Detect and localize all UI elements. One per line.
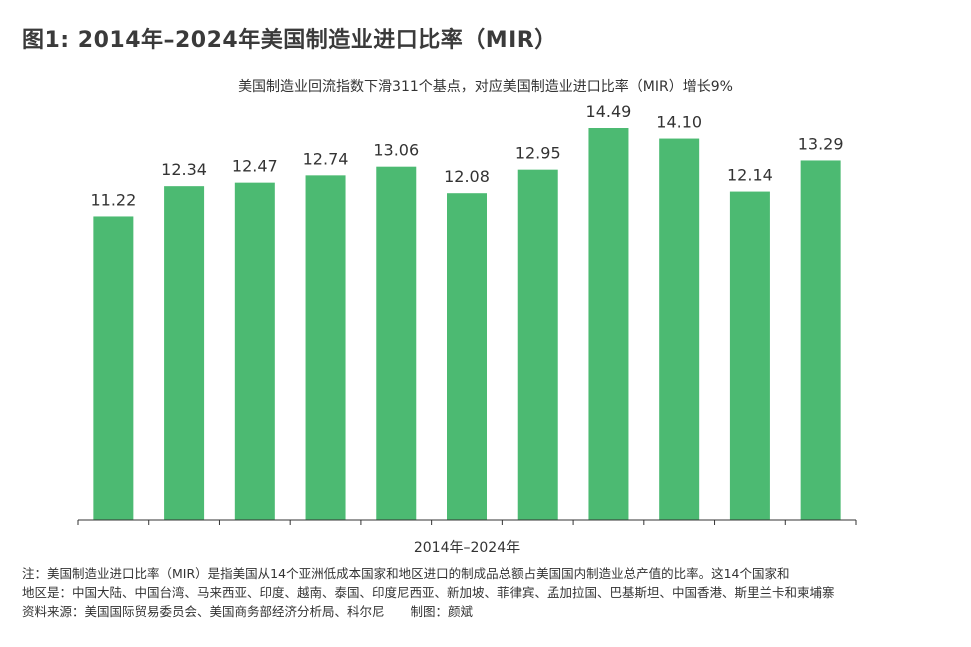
bar-2021 (588, 128, 629, 520)
chart-subtitle: 美国制造业回流指数下滑311个基点，对应美国制造业进口比率（MIR）增长9% (238, 79, 733, 95)
source-line: 资料来源：美国国际贸易委员会、美国商务部经济分析局、科尔尼 制图：颜斌 (22, 602, 952, 621)
bar-2020 (517, 169, 558, 520)
bar-2017 (305, 175, 346, 520)
credit-text: 制图：颜斌 (410, 604, 474, 619)
bar-chart: 11.22 12.34 12.47 12.74 13.06 12.08 12.95 14.49… (77, 102, 857, 556)
data-label-2017: 12.74 (303, 149, 349, 168)
note-line-1: 注：美国制造业进口比率（MIR）是指美国从14个亚洲低成本国家和地区进口的制成品… (22, 566, 790, 581)
footnotes: 注：美国制造业进口比率（MIR）是指美国从14个亚洲低成本国家和地区进口的制成品… (22, 564, 952, 621)
data-label-2020: 12.95 (515, 144, 561, 163)
bar-2015 (164, 186, 205, 520)
source-text: 资料来源：美国国际贸易委员会、美国商务部经济分析局、科尔尼 (22, 604, 385, 619)
data-label-2022: 14.10 (656, 113, 702, 132)
bar-2019 (447, 193, 487, 521)
data-label-2018: 13.06 (373, 141, 419, 160)
data-label-2019: 12.08 (444, 167, 490, 186)
data-label-2021: 14.49 (586, 102, 632, 121)
data-label-2024: 13.29 (798, 134, 844, 153)
data-label-2015: 12.34 (161, 160, 207, 179)
bar-2018 (376, 166, 417, 521)
x-axis-title: 2014年–2024年 (414, 540, 520, 556)
bar-2014 (93, 216, 134, 520)
bar-2024 (800, 160, 841, 520)
data-label-2023: 12.14 (727, 166, 773, 185)
note-line-2: 地区是：中国大陆、中国台湾、马来西亚、印度、越南、泰国、印度尼西亚、新加坡、菲律… (22, 585, 835, 600)
bar-2016 (234, 182, 275, 520)
data-label-2014: 11.22 (90, 190, 136, 209)
data-label-2016: 12.47 (232, 157, 278, 176)
bar-2023 (729, 191, 770, 520)
figure-title: 图1: 2014年–2024年美国制造业进口比率（MIR） (22, 28, 557, 53)
bar-2022 (659, 138, 700, 520)
